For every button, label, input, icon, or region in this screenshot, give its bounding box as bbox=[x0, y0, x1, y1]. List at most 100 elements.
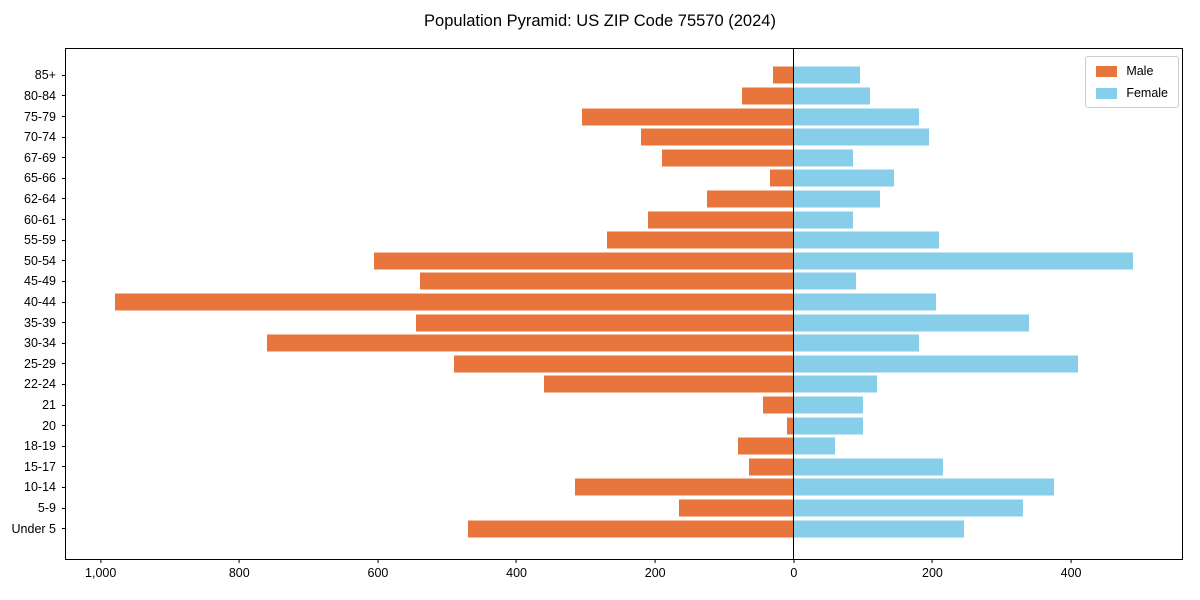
y-axis-label-row: 5-9 bbox=[12, 498, 66, 519]
y-tick-label: 35-39 bbox=[24, 315, 56, 330]
female-bar bbox=[793, 396, 864, 414]
female-bar bbox=[793, 252, 1134, 270]
y-axis-label-row: 45-49 bbox=[12, 271, 66, 292]
y-tick-label: 67-69 bbox=[24, 150, 56, 165]
pyramid-row bbox=[66, 436, 1182, 457]
female-bar bbox=[793, 231, 940, 249]
male-bar bbox=[454, 355, 794, 373]
female-color-swatch bbox=[1096, 87, 1118, 99]
legend-item-female: Female bbox=[1096, 86, 1168, 100]
y-tick-label: 15-17 bbox=[24, 459, 56, 474]
female-bar bbox=[793, 478, 1054, 496]
pyramid-row bbox=[66, 271, 1182, 292]
y-axis-label-row: 62-64 bbox=[12, 189, 66, 210]
y-tick-mark bbox=[62, 425, 66, 427]
female-bar bbox=[793, 334, 919, 352]
x-tick-label: 600 bbox=[367, 566, 389, 580]
y-tick-label: 75-79 bbox=[24, 109, 56, 124]
y-axis-label-row: 22-24 bbox=[12, 374, 66, 395]
pyramid-row bbox=[66, 292, 1182, 313]
bars-container bbox=[66, 49, 1182, 559]
y-tick-label: 55-59 bbox=[24, 233, 56, 248]
male-bar bbox=[707, 190, 794, 208]
pyramid-row bbox=[66, 477, 1182, 498]
male-bar bbox=[267, 334, 794, 352]
pyramid-row bbox=[66, 127, 1182, 148]
x-tick: 600 bbox=[367, 559, 388, 580]
y-axis-label-row: 85+ bbox=[12, 65, 66, 86]
male-bar bbox=[468, 520, 794, 538]
pyramid-row bbox=[66, 395, 1182, 416]
female-bar bbox=[793, 520, 964, 538]
female-bar bbox=[793, 108, 919, 126]
y-axis-label-row: 21 bbox=[12, 395, 66, 416]
male-bar bbox=[544, 375, 794, 393]
y-tick-mark bbox=[62, 157, 66, 159]
x-axis-ticks: 1,000 800 600 400 200 0 200 400 bbox=[66, 559, 1182, 591]
y-tick-label: 45-49 bbox=[24, 274, 56, 289]
y-tick-mark bbox=[62, 260, 66, 262]
female-bar bbox=[793, 272, 857, 290]
y-axis-label-row: 60-61 bbox=[12, 209, 66, 230]
y-tick-label: 22-24 bbox=[24, 377, 56, 392]
pyramid-row bbox=[66, 230, 1182, 251]
pyramid-row bbox=[66, 86, 1182, 107]
y-tick-label: 85+ bbox=[34, 68, 56, 83]
y-tick-mark bbox=[62, 342, 66, 344]
y-tick-label: 25-29 bbox=[24, 356, 56, 371]
x-tick-mark bbox=[100, 559, 102, 563]
male-bar bbox=[748, 458, 794, 476]
pyramid-row bbox=[66, 189, 1182, 210]
y-axis-label-row: 18-19 bbox=[12, 436, 66, 457]
y-axis-label-row: Under 5 bbox=[12, 518, 66, 539]
pyramid-row bbox=[66, 498, 1182, 519]
y-tick-mark bbox=[62, 404, 66, 406]
y-tick-mark bbox=[62, 445, 66, 447]
y-axis-label-row: 15-17 bbox=[12, 457, 66, 478]
y-tick-mark bbox=[62, 95, 66, 97]
pyramid-row bbox=[66, 457, 1182, 478]
y-axis-label-row: 67-69 bbox=[12, 147, 66, 168]
female-bar bbox=[793, 87, 871, 105]
legend-item-male: Male bbox=[1096, 64, 1168, 78]
y-tick-mark bbox=[62, 280, 66, 282]
y-tick-label: 20 bbox=[42, 418, 56, 433]
y-tick-label: 80-84 bbox=[24, 88, 56, 103]
y-tick-mark bbox=[62, 486, 66, 488]
y-tick-label: 50-54 bbox=[24, 253, 56, 268]
y-axis-labels: 85+ 80-84 75-79 70-74 67-69 65-66 62-64 60-61 55… bbox=[12, 65, 66, 539]
male-bar bbox=[419, 272, 794, 290]
x-tick: 200 bbox=[922, 559, 943, 580]
x-tick: 0 bbox=[790, 559, 797, 580]
male-bar bbox=[606, 231, 794, 249]
male-color-swatch bbox=[1096, 65, 1118, 77]
legend-label-female: Female bbox=[1126, 86, 1168, 100]
pyramid-row bbox=[66, 209, 1182, 230]
male-bar bbox=[741, 87, 794, 105]
pyramid-row bbox=[66, 374, 1182, 395]
x-tick-mark bbox=[793, 559, 795, 563]
x-tick-label: 800 bbox=[228, 566, 250, 580]
plot-area: 85+ 80-84 75-79 70-74 67-69 65-66 62-64 60-61 55… bbox=[12, 48, 1183, 580]
pyramid-row bbox=[66, 106, 1182, 127]
female-bar bbox=[793, 128, 929, 146]
pyramid-row bbox=[66, 354, 1182, 375]
y-tick-label: 30-34 bbox=[24, 336, 56, 351]
female-bar bbox=[793, 293, 936, 311]
male-bar bbox=[738, 437, 794, 455]
y-tick-label: 10-14 bbox=[24, 480, 56, 495]
female-bar bbox=[793, 499, 1023, 517]
x-tick-label: 0 bbox=[790, 566, 798, 580]
x-tick: 200 bbox=[645, 559, 666, 580]
y-tick-label: 40-44 bbox=[24, 295, 56, 309]
pyramid-row bbox=[66, 415, 1182, 436]
y-tick-mark bbox=[62, 219, 66, 221]
male-bar bbox=[374, 252, 794, 270]
male-bar bbox=[114, 293, 794, 311]
x-tick-label: 200 bbox=[644, 566, 666, 580]
y-axis-label-row: 25-29 bbox=[12, 354, 66, 375]
y-tick-label: Under 5 bbox=[11, 521, 56, 536]
y-tick-mark bbox=[62, 136, 66, 138]
y-tick-mark bbox=[62, 363, 66, 365]
